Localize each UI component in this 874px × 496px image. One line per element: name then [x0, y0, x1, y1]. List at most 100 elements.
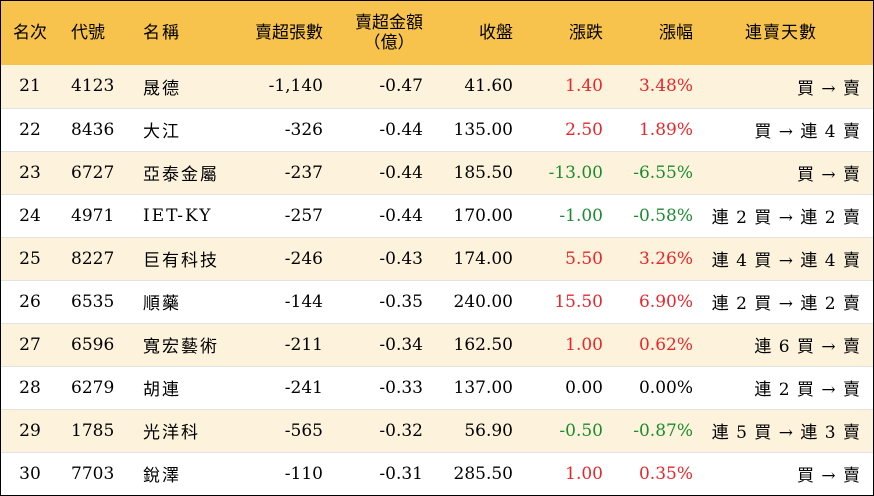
- change-pct-cell: 3.48%: [638, 76, 693, 97]
- table-row[interactable]: 24 4971 IET-KY -257 -0.44 170.00 -1.00 -0.58% 連 …: [1, 194, 873, 237]
- net-sell-amount-cell: -0.32: [379, 420, 423, 441]
- header-net-sell-shares[interactable]: 賣超張數: [255, 23, 323, 43]
- table-row[interactable]: 29 1785 光洋科 -565 -0.32 56.90 -0.50 -0.87% 連 5 買 …: [1, 409, 873, 452]
- header-net-sell-amount[interactable]: 賣超金額 （億）: [331, 1, 431, 65]
- code-cell: 8227: [71, 248, 115, 269]
- name-cell: 寬宏藝術: [143, 337, 219, 357]
- table-row[interactable]: 25 8227 巨有科技 -246 -0.43 174.00 5.50 3.26% 連 4 買 …: [1, 237, 873, 280]
- rank-cell: 28: [19, 377, 41, 398]
- header-close[interactable]: 收盤: [479, 23, 513, 43]
- change-cell: 0.00: [565, 377, 603, 398]
- change-pct-cell: 0.00%: [638, 377, 693, 398]
- close-cell: 162.50: [453, 334, 513, 355]
- rank-cell: 21: [19, 76, 41, 97]
- close-cell: 41.60: [464, 76, 513, 97]
- net-sell-shares-cell: -241: [284, 377, 323, 398]
- table-row[interactable]: 30 7703 銳澤 -110 -0.31 285.50 1.00 0.35% 買 → 賣: [1, 452, 873, 495]
- close-cell: 137.00: [453, 377, 513, 398]
- header-change-pct[interactable]: 漲幅: [659, 23, 693, 43]
- close-cell: 285.50: [453, 463, 513, 484]
- close-cell: 170.00: [453, 205, 513, 226]
- rank-cell: 24: [19, 205, 41, 226]
- name-cell: 晟德: [143, 78, 181, 99]
- table-row[interactable]: 28 6279 胡連 -241 -0.33 137.00 0.00 0.00% 連 2 買 → …: [1, 366, 873, 409]
- header-code[interactable]: 代號: [71, 23, 105, 43]
- table-row[interactable]: 26 6535 順藥 -144 -0.35 240.00 15.50 6.90% 連 2 買 →…: [1, 280, 873, 323]
- net-sell-shares-cell: -211: [284, 334, 323, 355]
- header-streak[interactable]: 連賣天數: [745, 23, 817, 43]
- change-pct-cell: 1.89%: [638, 119, 693, 140]
- net-sell-amount-cell: -0.47: [379, 76, 423, 97]
- streak-cell: 連 6 買 → 賣: [754, 337, 861, 357]
- net-sell-amount-cell: -0.44: [379, 119, 423, 140]
- change-pct-cell: -0.58%: [633, 205, 693, 226]
- streak-cell: 連 5 買 → 連 3 賣: [711, 423, 861, 443]
- streak-cell: 買 → 連 4 賣: [754, 122, 861, 142]
- streak-cell: 買 → 賣: [796, 165, 861, 185]
- name-cell: 亞泰金屬: [143, 165, 219, 185]
- name-cell: 大江: [143, 122, 181, 142]
- streak-cell: 連 2 買 → 連 2 賣: [711, 294, 861, 314]
- change-cell: 1.00: [565, 334, 603, 355]
- change-pct-cell: -6.55%: [633, 162, 693, 183]
- header-net-sell-amount-line1: 賣超金額: [355, 13, 423, 33]
- change-cell: -0.50: [559, 420, 603, 441]
- change-pct-cell: 6.90%: [638, 291, 693, 312]
- net-sell-amount-cell: -0.33: [379, 377, 423, 398]
- table-row[interactable]: 23 6727 亞泰金屬 -237 -0.44 185.50 -13.00 -6.55% 買 →…: [1, 151, 873, 194]
- header-rank[interactable]: 名次: [13, 23, 47, 43]
- code-cell: 6596: [71, 334, 115, 355]
- header-row: 名次 代號 名稱 賣超張數 賣超金額 （億） 收盤 漲跌 漲幅 連賣天數: [1, 1, 873, 65]
- net-sell-shares-cell: -110: [284, 463, 323, 484]
- code-cell: 1785: [71, 420, 115, 441]
- net-sell-amount-cell: -0.44: [379, 162, 423, 183]
- code-cell: 4971: [71, 205, 115, 226]
- header-name[interactable]: 名稱: [143, 23, 181, 43]
- code-cell: 6279: [71, 377, 115, 398]
- table-row[interactable]: 27 6596 寬宏藝術 -211 -0.34 162.50 1.00 0.62% 連 6 買 …: [1, 323, 873, 366]
- table-body: 21 4123 晟德 -1,140 -0.47 41.60 1.40 3.48% 買 → 賣 22…: [1, 65, 873, 495]
- streak-cell: 買 → 賣: [796, 466, 861, 486]
- change-cell: 15.50: [554, 291, 603, 312]
- change-cell: 1.40: [565, 76, 603, 97]
- name-cell: 銳澤: [143, 466, 181, 486]
- name-cell: 胡連: [143, 380, 181, 400]
- table-row[interactable]: 22 8436 大江 -326 -0.44 135.00 2.50 1.89% 買 → 連 4 …: [1, 108, 873, 151]
- header-net-sell-amount-line2: （億）: [363, 33, 415, 53]
- close-cell: 135.00: [453, 119, 513, 140]
- change-pct-cell: -0.87%: [633, 420, 693, 441]
- rank-cell: 23: [19, 162, 41, 183]
- net-sell-shares-cell: -257: [284, 205, 323, 226]
- streak-cell: 連 2 買 → 賣: [754, 380, 861, 400]
- net-sell-shares-cell: -237: [284, 162, 323, 183]
- streak-cell: 買 → 賣: [796, 78, 861, 99]
- name-cell: 順藥: [143, 294, 181, 314]
- rank-cell: 22: [19, 119, 41, 140]
- rank-cell: 27: [19, 334, 41, 355]
- change-pct-cell: 0.35%: [638, 463, 693, 484]
- close-cell: 174.00: [453, 248, 513, 269]
- name-cell: IET-KY: [143, 205, 213, 226]
- code-cell: 8436: [71, 119, 115, 140]
- close-cell: 185.50: [453, 162, 513, 183]
- rank-cell: 26: [19, 291, 41, 312]
- net-sell-amount-cell: -0.31: [379, 463, 423, 484]
- name-cell: 光洋科: [143, 423, 200, 443]
- close-cell: 56.90: [464, 420, 513, 441]
- header-change[interactable]: 漲跌: [569, 23, 603, 43]
- code-cell: 7703: [71, 463, 115, 484]
- change-cell: -1.00: [559, 205, 603, 226]
- net-sell-shares-cell: -565: [284, 420, 323, 441]
- rank-cell: 30: [19, 463, 41, 484]
- code-cell: 4123: [71, 76, 115, 97]
- change-cell: -13.00: [548, 162, 603, 183]
- rank-cell: 29: [19, 420, 41, 441]
- table-row[interactable]: 21 4123 晟德 -1,140 -0.47 41.60 1.40 3.48% 買 → 賣: [1, 65, 873, 108]
- net-sell-shares-cell: -246: [284, 248, 323, 269]
- code-cell: 6727: [71, 162, 115, 183]
- net-sell-shares-cell: -1,140: [268, 76, 323, 97]
- change-cell: 1.00: [565, 463, 603, 484]
- change-cell: 5.50: [565, 248, 603, 269]
